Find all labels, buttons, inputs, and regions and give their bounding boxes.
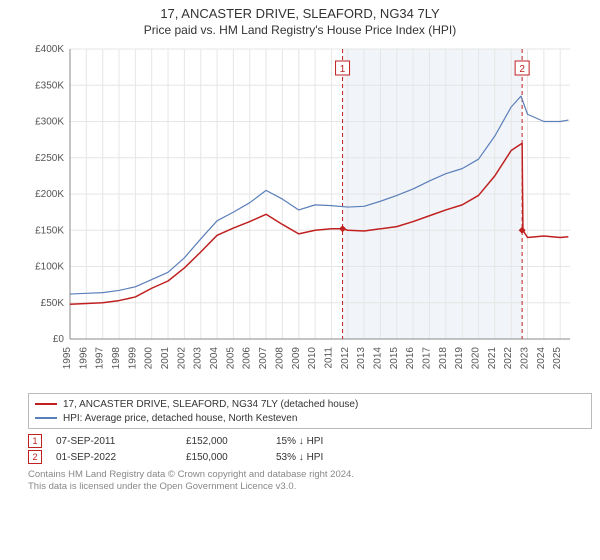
chart-title: 17, ANCASTER DRIVE, SLEAFORD, NG34 7LY — [8, 6, 592, 21]
svg-text:£350K: £350K — [35, 80, 64, 91]
event-date: 01-SEP-2022 — [56, 452, 186, 463]
svg-text:£300K: £300K — [35, 117, 64, 128]
svg-text:£400K: £400K — [35, 44, 64, 55]
svg-text:2019: 2019 — [454, 347, 465, 370]
svg-text:2009: 2009 — [291, 347, 302, 370]
svg-text:2005: 2005 — [225, 347, 236, 370]
svg-text:£100K: £100K — [35, 262, 64, 273]
svg-text:2023: 2023 — [520, 347, 531, 370]
svg-text:£150K: £150K — [35, 225, 64, 236]
svg-text:2025: 2025 — [552, 347, 563, 370]
svg-text:1: 1 — [340, 64, 346, 75]
event-delta: 53% ↓ HPI — [276, 452, 386, 463]
event-badge: 1 — [28, 434, 42, 448]
legend-item-hpi: HPI: Average price, detached house, Nort… — [35, 411, 585, 425]
price-vs-hpi-chart: £0 £50K £100K £150K £200K £250K £300K £350K £400… — [20, 39, 580, 389]
footnote-line: Contains HM Land Registry data © Crown c… — [28, 469, 354, 480]
svg-text:2022: 2022 — [503, 347, 514, 370]
footnote-line: This data is licensed under the Open Gov… — [28, 481, 296, 492]
svg-text:2004: 2004 — [209, 347, 220, 370]
legend-item-price-paid: 17, ANCASTER DRIVE, SLEAFORD, NG34 7LY (… — [35, 397, 585, 411]
svg-text:1999: 1999 — [127, 347, 138, 370]
svg-text:2010: 2010 — [307, 347, 318, 370]
sale-events: 1 07-SEP-2011 £152,000 15% ↓ HPI 2 01-SE… — [28, 431, 592, 467]
svg-text:1998: 1998 — [111, 347, 122, 370]
svg-text:2000: 2000 — [144, 347, 155, 370]
legend-label: HPI: Average price, detached house, Nort… — [63, 413, 297, 424]
svg-text:1995: 1995 — [62, 347, 73, 370]
svg-text:1997: 1997 — [95, 347, 106, 370]
svg-text:2012: 2012 — [340, 347, 351, 370]
event-badge: 2 — [28, 450, 42, 464]
svg-text:2016: 2016 — [405, 347, 416, 370]
event-price: £152,000 — [186, 436, 276, 447]
chart-header: 17, ANCASTER DRIVE, SLEAFORD, NG34 7LY P… — [0, 0, 600, 39]
svg-text:2013: 2013 — [356, 347, 367, 370]
legend-label: 17, ANCASTER DRIVE, SLEAFORD, NG34 7LY (… — [63, 399, 358, 410]
svg-text:2003: 2003 — [193, 347, 204, 370]
svg-text:2001: 2001 — [160, 347, 171, 370]
chart-subtitle: Price paid vs. HM Land Registry's House … — [8, 23, 592, 37]
svg-text:1996: 1996 — [78, 347, 89, 370]
svg-text:£250K: £250K — [35, 153, 64, 164]
legend: 17, ANCASTER DRIVE, SLEAFORD, NG34 7LY (… — [28, 393, 592, 429]
event-delta: 15% ↓ HPI — [276, 436, 386, 447]
svg-text:2017: 2017 — [421, 347, 432, 370]
svg-text:2007: 2007 — [258, 347, 269, 370]
svg-text:2008: 2008 — [274, 347, 285, 370]
svg-text:2011: 2011 — [323, 347, 334, 369]
svg-text:£50K: £50K — [41, 298, 65, 309]
svg-text:2018: 2018 — [438, 347, 449, 370]
svg-text:2021: 2021 — [487, 347, 498, 370]
sale-event-1: 1 07-SEP-2011 £152,000 15% ↓ HPI — [28, 433, 592, 449]
svg-text:2006: 2006 — [242, 347, 253, 370]
event-price: £150,000 — [186, 452, 276, 463]
svg-text:2002: 2002 — [176, 347, 187, 370]
legend-swatch — [35, 417, 57, 419]
svg-text:£0: £0 — [53, 334, 65, 345]
svg-text:£200K: £200K — [35, 189, 64, 200]
svg-text:2015: 2015 — [389, 347, 400, 370]
data-attribution: Contains HM Land Registry data © Crown c… — [28, 469, 592, 493]
svg-text:2020: 2020 — [470, 347, 481, 370]
legend-swatch — [35, 403, 57, 405]
svg-text:2: 2 — [519, 64, 525, 75]
svg-text:2014: 2014 — [372, 347, 383, 370]
event-date: 07-SEP-2011 — [56, 436, 186, 447]
sale-event-2: 2 01-SEP-2022 £150,000 53% ↓ HPI — [28, 449, 592, 465]
svg-text:2024: 2024 — [536, 347, 547, 370]
